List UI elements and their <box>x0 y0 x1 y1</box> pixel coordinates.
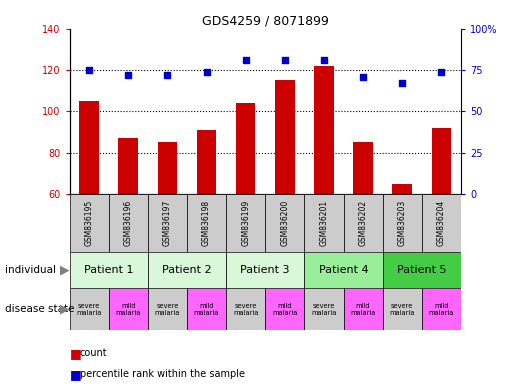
Bar <box>187 194 226 252</box>
Text: severe
malaria: severe malaria <box>233 303 259 316</box>
Point <box>124 72 132 78</box>
Bar <box>344 288 383 330</box>
Bar <box>304 288 344 330</box>
Text: mild
malaria: mild malaria <box>115 303 141 316</box>
Point <box>320 57 328 63</box>
Bar <box>422 194 461 252</box>
Text: GSM836203: GSM836203 <box>398 200 407 246</box>
Text: individual: individual <box>5 265 56 275</box>
Bar <box>392 184 412 194</box>
Text: percentile rank within the sample: percentile rank within the sample <box>80 369 245 379</box>
Text: Patient 3: Patient 3 <box>241 265 290 275</box>
Bar <box>422 288 461 330</box>
Text: severe
malaria: severe malaria <box>76 303 102 316</box>
Point <box>359 74 367 80</box>
Title: GDS4259 / 8071899: GDS4259 / 8071899 <box>202 15 329 28</box>
Point <box>398 80 406 86</box>
Bar <box>158 142 177 194</box>
Bar <box>70 194 109 252</box>
Bar <box>70 288 109 330</box>
Bar <box>275 80 295 194</box>
Bar <box>304 194 344 252</box>
Bar <box>383 194 422 252</box>
Bar <box>265 194 304 252</box>
Bar <box>148 194 187 252</box>
Text: GSM836196: GSM836196 <box>124 200 133 246</box>
Bar <box>265 288 304 330</box>
Bar <box>118 138 138 194</box>
Text: severe
malaria: severe malaria <box>311 303 337 316</box>
Point <box>437 69 445 75</box>
Bar <box>226 194 265 252</box>
Text: mild
malaria: mild malaria <box>350 303 376 316</box>
Text: mild
malaria: mild malaria <box>428 303 454 316</box>
Text: GSM836199: GSM836199 <box>241 200 250 246</box>
Bar <box>236 103 255 194</box>
Text: GSM836200: GSM836200 <box>280 200 289 246</box>
Bar <box>383 288 422 330</box>
Text: GSM836204: GSM836204 <box>437 200 446 246</box>
Point <box>163 72 171 78</box>
Text: count: count <box>80 348 108 358</box>
Text: severe
malaria: severe malaria <box>389 303 415 316</box>
Bar <box>187 288 226 330</box>
Point <box>85 67 93 73</box>
Text: mild
malaria: mild malaria <box>272 303 298 316</box>
Bar <box>70 252 148 288</box>
Bar <box>383 252 461 288</box>
Bar <box>314 66 334 194</box>
Bar <box>344 194 383 252</box>
Text: GSM836202: GSM836202 <box>358 200 368 246</box>
Text: ▶: ▶ <box>60 303 69 316</box>
Bar <box>79 101 99 194</box>
Point <box>202 69 211 75</box>
Text: severe
malaria: severe malaria <box>154 303 180 316</box>
Text: ■: ■ <box>70 347 81 360</box>
Bar <box>148 288 187 330</box>
Text: GSM836197: GSM836197 <box>163 200 172 246</box>
Text: Patient 5: Patient 5 <box>397 265 447 275</box>
Text: GSM836201: GSM836201 <box>319 200 329 246</box>
Bar <box>432 128 451 194</box>
Text: ▶: ▶ <box>60 263 69 276</box>
Text: GSM836198: GSM836198 <box>202 200 211 246</box>
Text: Patient 2: Patient 2 <box>162 265 212 275</box>
Text: disease state: disease state <box>5 304 75 314</box>
Text: Patient 1: Patient 1 <box>84 265 133 275</box>
Bar <box>353 142 373 194</box>
Text: Patient 4: Patient 4 <box>319 265 368 275</box>
Bar <box>226 252 304 288</box>
Text: ■: ■ <box>70 368 81 381</box>
Bar <box>148 252 226 288</box>
Bar <box>226 288 265 330</box>
Bar <box>109 194 148 252</box>
Text: GSM836195: GSM836195 <box>84 200 94 246</box>
Bar <box>109 288 148 330</box>
Point <box>281 57 289 63</box>
Bar <box>197 130 216 194</box>
Text: mild
malaria: mild malaria <box>194 303 219 316</box>
Point <box>242 57 250 63</box>
Bar <box>304 252 383 288</box>
